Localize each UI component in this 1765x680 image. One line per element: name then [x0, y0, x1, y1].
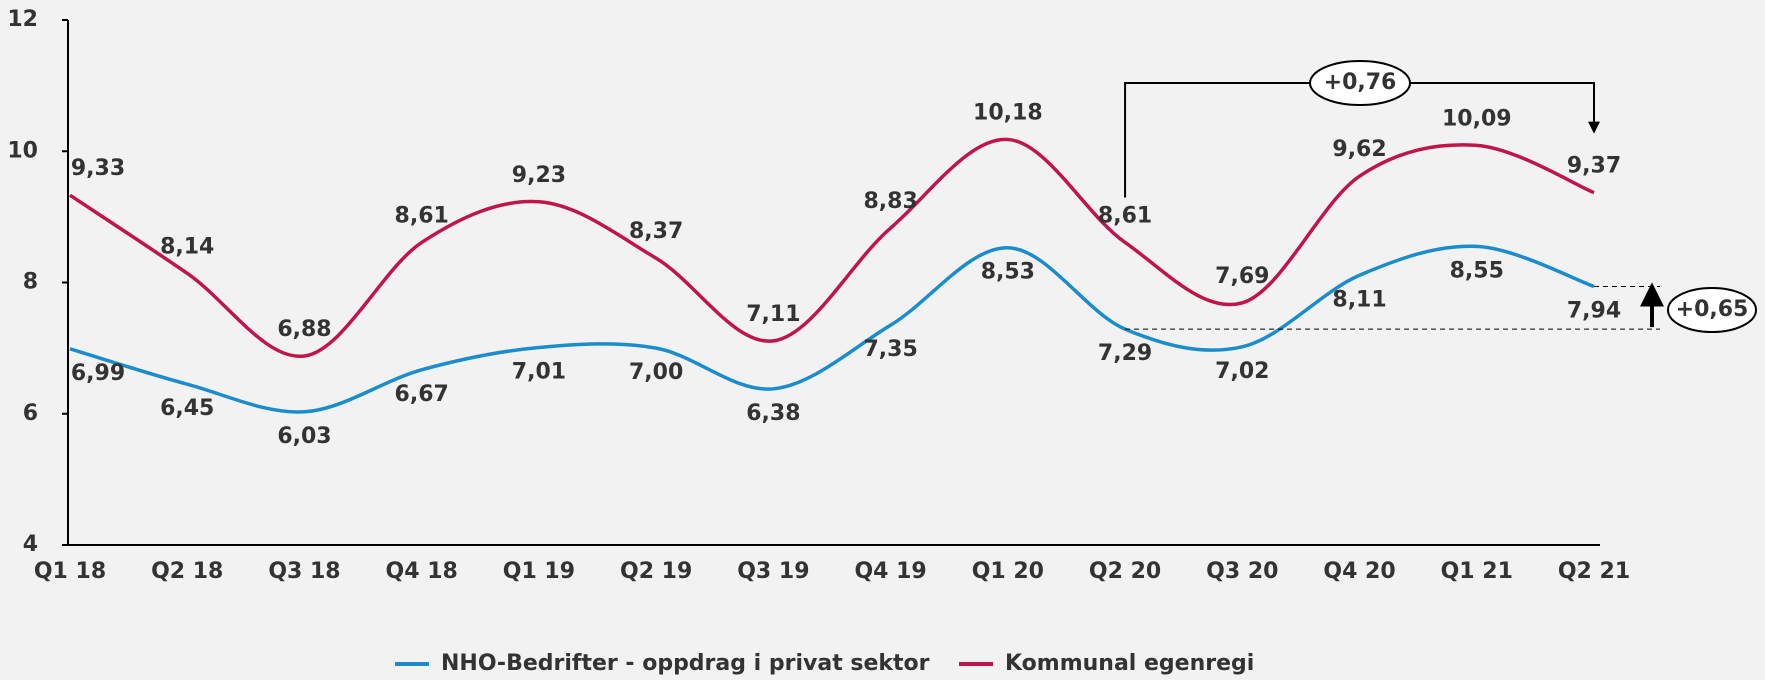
x-tick-label: Q3 18 — [268, 559, 340, 584]
annotation: +0,76 — [1324, 70, 1397, 95]
annotation-bubble — [1309, 60, 1411, 106]
x-tick-label: Q4 18 — [386, 559, 458, 584]
data-label: 6,03 — [277, 424, 331, 449]
data-label: 8,14 — [160, 234, 214, 259]
x-tick-label: Q1 21 — [1441, 559, 1513, 584]
legend-label: NHO-Bedrifter - oppdrag i privat sektor — [441, 651, 930, 676]
line — [69, 137, 1595, 358]
x-tick-label: Q4 19 — [854, 559, 926, 584]
legend-label: Kommunal egenregi — [1005, 651, 1254, 676]
x-tick-label: Q1 20 — [972, 559, 1044, 584]
x-tick-label: Q2 19 — [620, 559, 692, 584]
data-label: 8,83 — [863, 189, 917, 214]
y-tick-label: 10 — [7, 138, 38, 163]
data-label: 8,53 — [981, 260, 1035, 285]
y-tick-label: 8 — [23, 270, 38, 295]
data-label: 8,55 — [1450, 258, 1504, 283]
x-tick-label: Q2 20 — [1089, 559, 1161, 584]
data-label: 7,11 — [746, 302, 800, 327]
x-tick-label: Q2 21 — [1558, 559, 1630, 584]
data-label: 6,38 — [746, 401, 800, 426]
data-label: 10,18 — [973, 100, 1043, 125]
data-label: 6,67 — [395, 382, 449, 407]
y-tick-label: 4 — [23, 532, 38, 557]
data-label: 10,09 — [1442, 106, 1512, 131]
data-label: 6,88 — [277, 317, 331, 342]
x-tick-label: Q2 18 — [151, 559, 223, 584]
data-label: 8,11 — [1332, 287, 1386, 312]
data-label: 7,29 — [1098, 341, 1152, 366]
data-label: 7,35 — [863, 337, 917, 362]
data-label: 7,69 — [1215, 264, 1269, 289]
data-label: 9,23 — [512, 163, 566, 188]
data-label: 9,37 — [1567, 154, 1621, 179]
data-label: 8,37 — [629, 219, 683, 244]
y-tick-label: 12 — [7, 7, 38, 32]
x-tick-label: Q3 20 — [1206, 559, 1278, 584]
annotation: +0,65 — [1676, 297, 1749, 322]
data-label: 7,01 — [512, 359, 566, 384]
data-label: 7,94 — [1567, 298, 1621, 323]
data-label: 8,61 — [395, 203, 449, 228]
x-tick-label: Q3 19 — [737, 559, 809, 584]
annotation-bubble — [1667, 287, 1757, 333]
data-label: 8,61 — [1098, 203, 1152, 228]
data-label: 7,00 — [629, 360, 683, 385]
data-label: 9,33 — [71, 156, 125, 181]
data-label: 7,02 — [1215, 359, 1269, 384]
y-tick-label: 6 — [23, 401, 38, 426]
data-label: 6,45 — [160, 396, 214, 421]
line — [69, 244, 1595, 414]
x-tick-label: Q1 18 — [34, 559, 106, 584]
data-label: 6,99 — [71, 361, 125, 386]
x-tick-label: Q1 19 — [503, 559, 575, 584]
data-label: 9,62 — [1332, 137, 1386, 162]
x-tick-label: Q4 20 — [1323, 559, 1395, 584]
